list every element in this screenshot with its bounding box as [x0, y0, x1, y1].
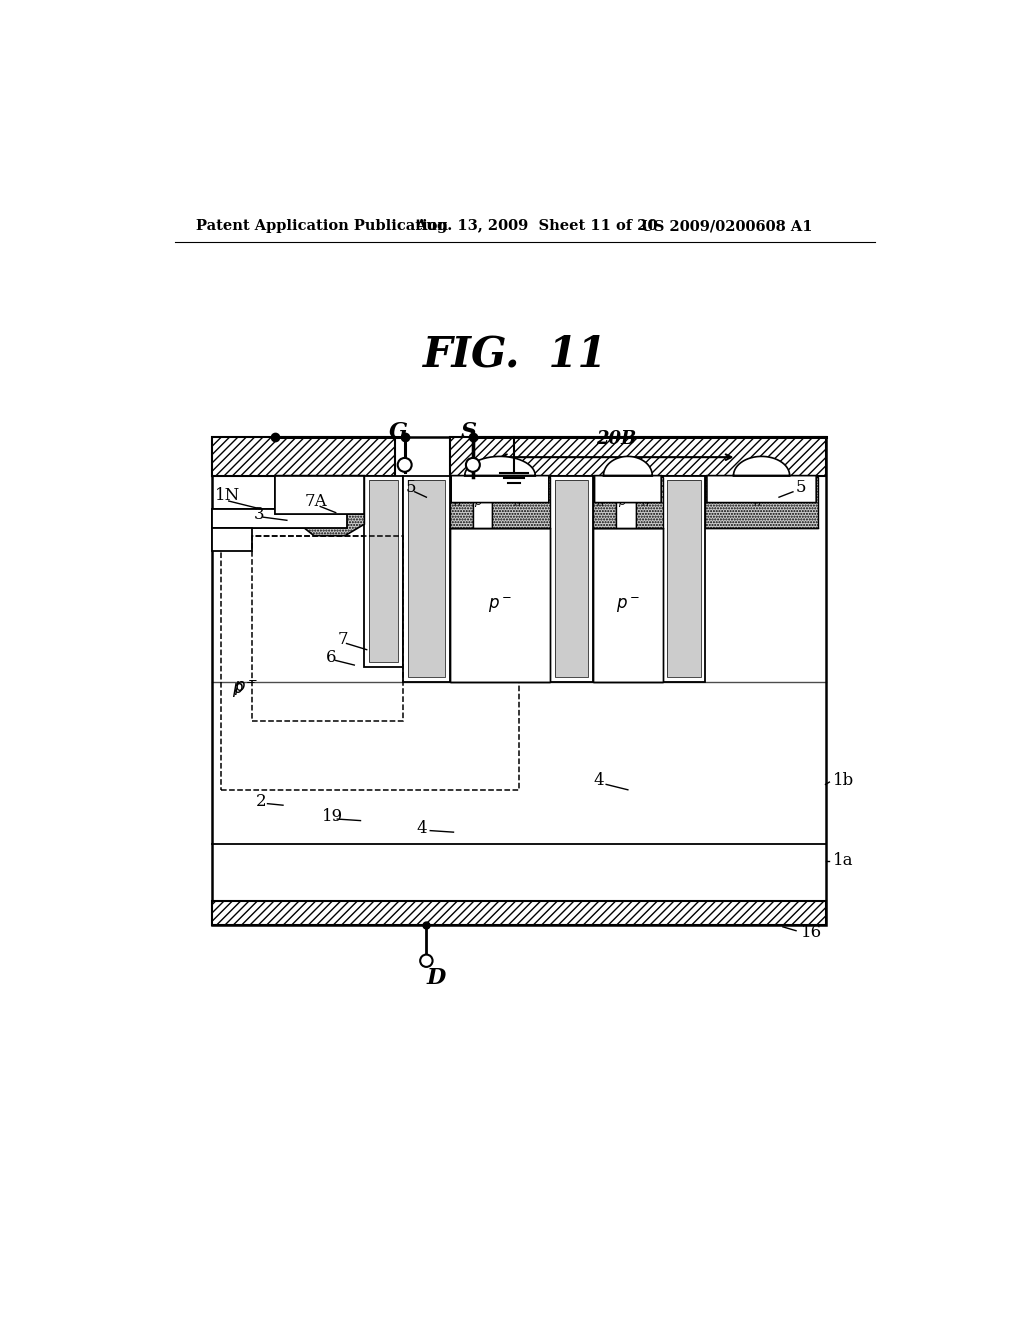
Bar — [450, 437, 825, 475]
Bar — [275, 475, 365, 515]
Bar — [408, 480, 445, 677]
Text: $p^-$: $p^-$ — [233, 678, 258, 698]
Text: 1a: 1a — [834, 853, 854, 869]
Polygon shape — [595, 457, 662, 503]
Text: $p^-$: $p^-$ — [232, 680, 256, 700]
Text: $p^+$: $p^+$ — [617, 494, 634, 511]
Text: 20B: 20B — [596, 430, 636, 447]
Bar — [593, 528, 663, 682]
Bar — [636, 478, 663, 528]
Text: $n^+$: $n^+$ — [596, 495, 613, 511]
Text: $n^+$: $n^+$ — [641, 495, 657, 511]
Text: 5: 5 — [406, 479, 416, 496]
Text: Patent Application Publication: Patent Application Publication — [197, 219, 449, 234]
Bar — [369, 480, 398, 663]
Bar — [452, 478, 557, 528]
Bar — [593, 528, 663, 682]
Bar — [555, 480, 589, 677]
Bar — [473, 478, 493, 528]
Text: Aug. 13, 2009  Sheet 11 of 20: Aug. 13, 2009 Sheet 11 of 20 — [415, 219, 657, 234]
Text: S: S — [461, 421, 477, 442]
Bar — [493, 478, 550, 528]
Bar — [560, 478, 669, 528]
Bar — [450, 478, 473, 528]
Text: 1b: 1b — [834, 772, 854, 789]
Text: $p^-$: $p^-$ — [487, 595, 512, 615]
Text: 5: 5 — [796, 479, 807, 496]
Bar — [212, 508, 337, 528]
Bar — [221, 536, 519, 789]
Text: 16: 16 — [801, 924, 822, 941]
Bar — [212, 508, 346, 528]
Bar — [369, 480, 398, 663]
Circle shape — [397, 458, 412, 471]
Text: $n^+$: $n^+$ — [754, 495, 770, 511]
Bar — [212, 437, 825, 924]
Bar — [252, 536, 403, 721]
Circle shape — [420, 954, 432, 966]
Text: $p^-$: $p^-$ — [615, 595, 640, 615]
Text: 6: 6 — [326, 649, 336, 665]
Bar — [403, 475, 450, 682]
Bar — [668, 480, 700, 677]
Bar — [668, 480, 700, 677]
Text: 19: 19 — [322, 808, 343, 825]
Text: 7A: 7A — [305, 492, 328, 510]
Text: $n^+$: $n^+$ — [513, 495, 529, 511]
Bar — [616, 478, 636, 528]
Text: 7: 7 — [337, 631, 348, 648]
Bar — [555, 480, 589, 677]
Polygon shape — [452, 457, 549, 503]
Bar — [212, 528, 252, 552]
Bar — [706, 478, 818, 528]
Text: 1N: 1N — [215, 487, 240, 504]
Text: 3: 3 — [254, 506, 264, 523]
Text: G: G — [389, 421, 408, 442]
Text: $p^+$: $p^+$ — [474, 494, 490, 511]
Bar — [593, 478, 616, 528]
Bar — [212, 437, 395, 475]
Bar — [550, 475, 593, 682]
Text: US 2009/0200608 A1: US 2009/0200608 A1 — [641, 219, 813, 234]
Polygon shape — [275, 475, 365, 536]
Circle shape — [466, 458, 480, 471]
Text: D: D — [426, 968, 445, 990]
Polygon shape — [707, 457, 816, 503]
Bar — [663, 475, 706, 682]
Text: FIG.  11: FIG. 11 — [423, 334, 608, 376]
Text: 2: 2 — [256, 793, 266, 810]
Bar — [365, 475, 403, 667]
Text: 4: 4 — [417, 820, 427, 837]
Bar — [408, 480, 445, 677]
Text: 4: 4 — [593, 772, 603, 789]
Bar — [212, 902, 825, 924]
Bar — [450, 528, 550, 682]
Bar — [450, 528, 550, 682]
Text: $n^+$: $n^+$ — [453, 495, 470, 511]
Bar — [275, 475, 365, 515]
